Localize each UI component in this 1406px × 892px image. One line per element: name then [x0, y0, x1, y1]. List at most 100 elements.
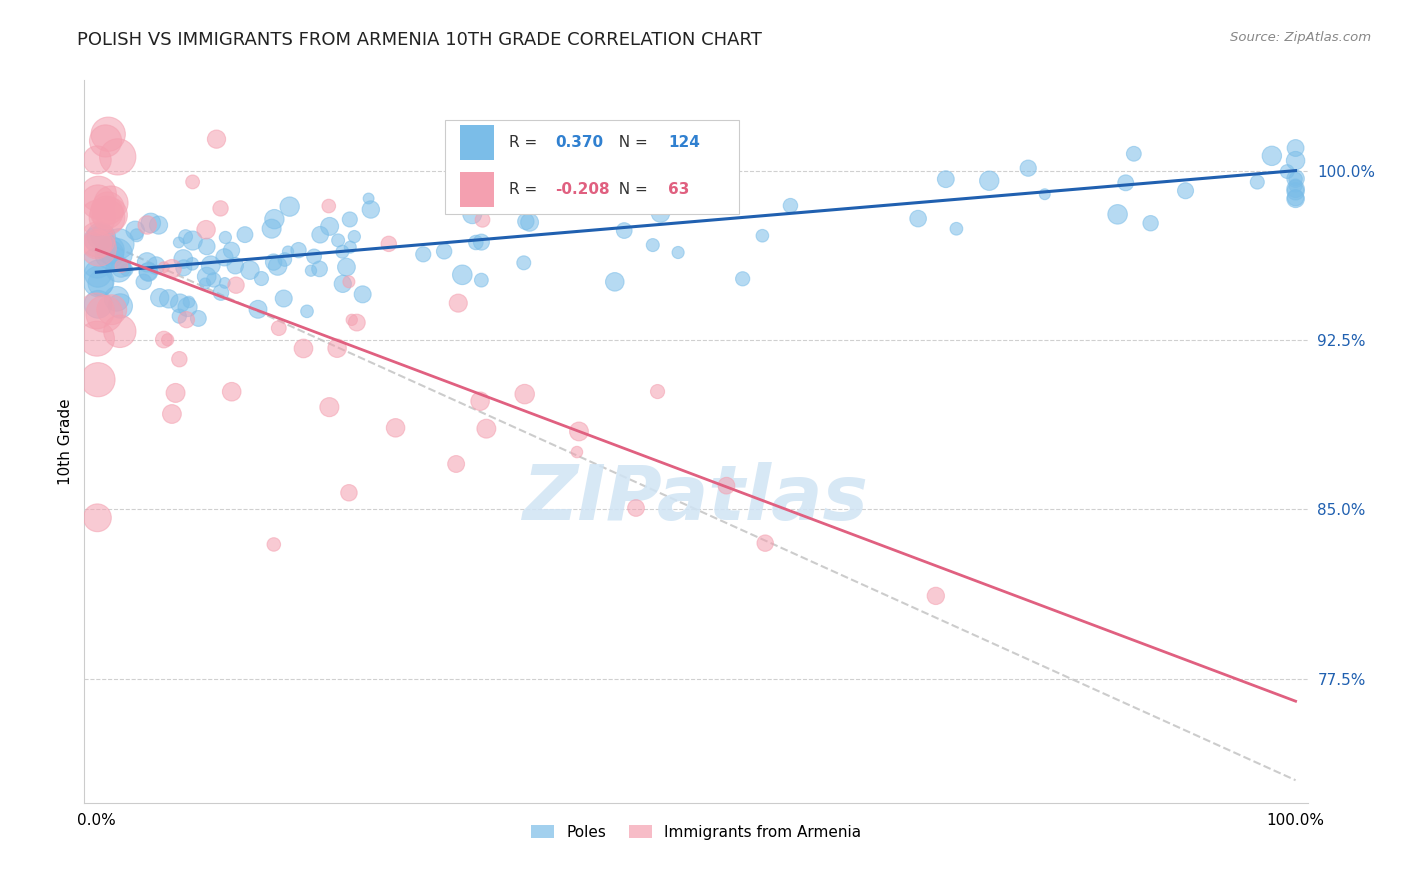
Point	[641, 192, 664, 206]
Point	[160, 407, 183, 421]
Point	[165, 386, 187, 401]
Point	[174, 229, 197, 244]
Point	[478, 161, 501, 176]
Point	[115, 263, 138, 277]
Text: -0.208: -0.208	[555, 182, 610, 197]
Point	[195, 269, 218, 284]
Point	[107, 150, 129, 164]
Point	[86, 211, 108, 225]
Point	[470, 273, 492, 287]
Point	[464, 235, 486, 250]
Point	[98, 243, 121, 257]
Bar	[460, 125, 494, 160]
Point	[335, 260, 357, 274]
Point	[169, 309, 191, 323]
Point	[214, 276, 236, 290]
Point	[292, 342, 315, 356]
Point	[451, 268, 474, 282]
Point	[153, 333, 176, 347]
Point	[274, 252, 297, 267]
Point	[136, 265, 159, 279]
Point	[156, 333, 179, 347]
Point	[267, 321, 290, 335]
Point	[337, 275, 360, 289]
Point	[519, 215, 541, 229]
Text: 63: 63	[668, 182, 689, 197]
Point	[706, 193, 728, 207]
Point	[87, 194, 110, 209]
Point	[647, 384, 669, 399]
Point	[209, 202, 232, 216]
Point	[433, 244, 456, 259]
Point	[339, 240, 361, 254]
Point	[470, 235, 492, 249]
Point	[666, 245, 689, 260]
Point	[87, 267, 110, 281]
Point	[221, 384, 243, 399]
Text: POLISH VS IMMIGRANTS FROM ARMENIA 10TH GRADE CORRELATION CHART: POLISH VS IMMIGRANTS FROM ARMENIA 10TH G…	[77, 31, 762, 49]
Point	[925, 589, 948, 603]
Point	[513, 256, 536, 270]
Point	[87, 297, 110, 311]
Point	[624, 500, 647, 515]
Point	[1284, 172, 1306, 186]
Point	[176, 312, 198, 326]
Point	[250, 271, 273, 285]
Point	[167, 235, 190, 250]
Legend: Poles, Immigrants from Armenia: Poles, Immigrants from Armenia	[524, 819, 868, 846]
Point	[461, 207, 484, 221]
Point	[107, 262, 129, 277]
Point	[187, 311, 209, 326]
Point	[1115, 176, 1137, 190]
Point	[326, 233, 349, 247]
Point	[233, 227, 256, 242]
Point	[224, 259, 246, 273]
Point	[176, 300, 198, 314]
Point	[132, 275, 155, 289]
Point	[1139, 216, 1161, 230]
Point	[360, 202, 382, 217]
Point	[339, 212, 361, 227]
Bar	[460, 172, 494, 207]
Point	[205, 132, 228, 146]
Point	[148, 218, 170, 232]
Point	[754, 536, 776, 550]
Point	[86, 232, 108, 246]
Point	[1261, 149, 1284, 163]
Point	[447, 296, 470, 310]
Point	[195, 239, 218, 253]
Point	[565, 445, 588, 459]
Point	[343, 229, 366, 244]
Point	[568, 425, 591, 439]
Point	[287, 243, 309, 257]
Point	[110, 260, 132, 275]
Point	[105, 247, 128, 261]
Text: N =: N =	[609, 135, 652, 150]
Text: R =: R =	[509, 135, 541, 150]
Point	[513, 387, 536, 401]
Point	[603, 275, 626, 289]
Point	[1284, 153, 1306, 168]
Point	[157, 292, 180, 306]
Point	[945, 221, 967, 235]
Point	[295, 304, 318, 318]
Point	[263, 255, 285, 269]
Point	[1284, 178, 1306, 193]
Point	[332, 277, 354, 291]
Point	[1284, 141, 1306, 155]
Point	[751, 228, 773, 243]
Point	[172, 252, 194, 266]
Point	[225, 278, 247, 293]
Point	[308, 261, 330, 276]
Point	[979, 174, 1001, 188]
Point	[100, 302, 122, 317]
Point	[1284, 171, 1306, 186]
Point	[515, 214, 537, 228]
Point	[641, 238, 664, 252]
Point	[139, 216, 162, 230]
Point	[731, 272, 754, 286]
Point	[86, 233, 108, 247]
Point	[94, 134, 117, 148]
Point	[326, 341, 349, 355]
Point	[136, 255, 159, 269]
